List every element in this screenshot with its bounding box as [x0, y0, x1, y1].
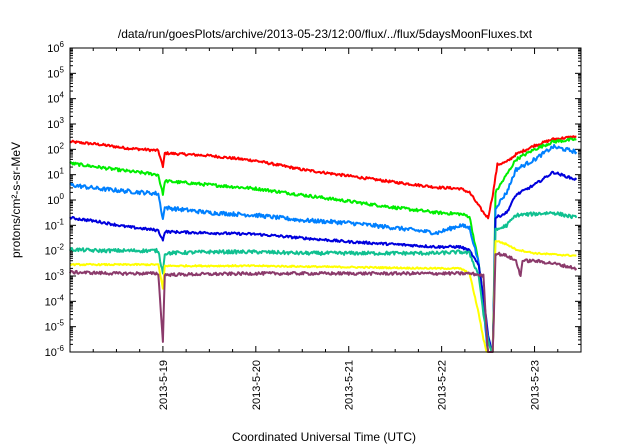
series-line-3: [69, 144, 578, 353]
plot-frame: [69, 47, 582, 353]
y-tick-label: 10-3: [45, 268, 65, 283]
y-tick-label: 10-4: [45, 293, 65, 308]
x-tick-label: 2013-5-19: [158, 360, 170, 410]
series-line-2: [69, 137, 577, 353]
y-tick-label: 10-5: [45, 319, 65, 334]
axis-ticks: 10-6 10-5 10-4 10-3 10-2 10-1 100 101 102 103 104 1…: [45, 40, 582, 410]
y-tick-label: 103: [47, 116, 64, 131]
x-tick-label: 2013-5-22: [437, 360, 449, 410]
y-tick-label: 104: [47, 91, 64, 106]
series-line-7: [69, 251, 578, 353]
y-tick-label: 10-2: [45, 243, 65, 258]
series-line-1: [69, 135, 577, 220]
y-tick-label: 10-6: [45, 344, 65, 359]
x-tick-label: 2013-5-20: [251, 360, 263, 410]
x-tick-label: 2013-5-21: [344, 360, 356, 410]
y-tick-label: 105: [47, 65, 64, 80]
y-axis-label: protons/cm²-s-sr-MeV: [9, 142, 23, 258]
series-line-5: [69, 211, 578, 353]
chart-title: /data/run/goesPlots/archive/2013-05-23/1…: [118, 27, 533, 41]
y-tick-label: 10-1: [45, 217, 65, 232]
x-tick-label: 2013-5-23: [530, 360, 542, 410]
y-tick-label: 106: [47, 40, 64, 55]
y-tick-label: 100: [47, 192, 64, 207]
x-axis-label: Coordinated Universal Time (UTC): [232, 430, 416, 444]
y-tick-label: 102: [47, 141, 64, 156]
y-tick-label: 101: [47, 167, 64, 182]
series-lines: [69, 135, 578, 353]
series-line-6: [69, 240, 577, 353]
